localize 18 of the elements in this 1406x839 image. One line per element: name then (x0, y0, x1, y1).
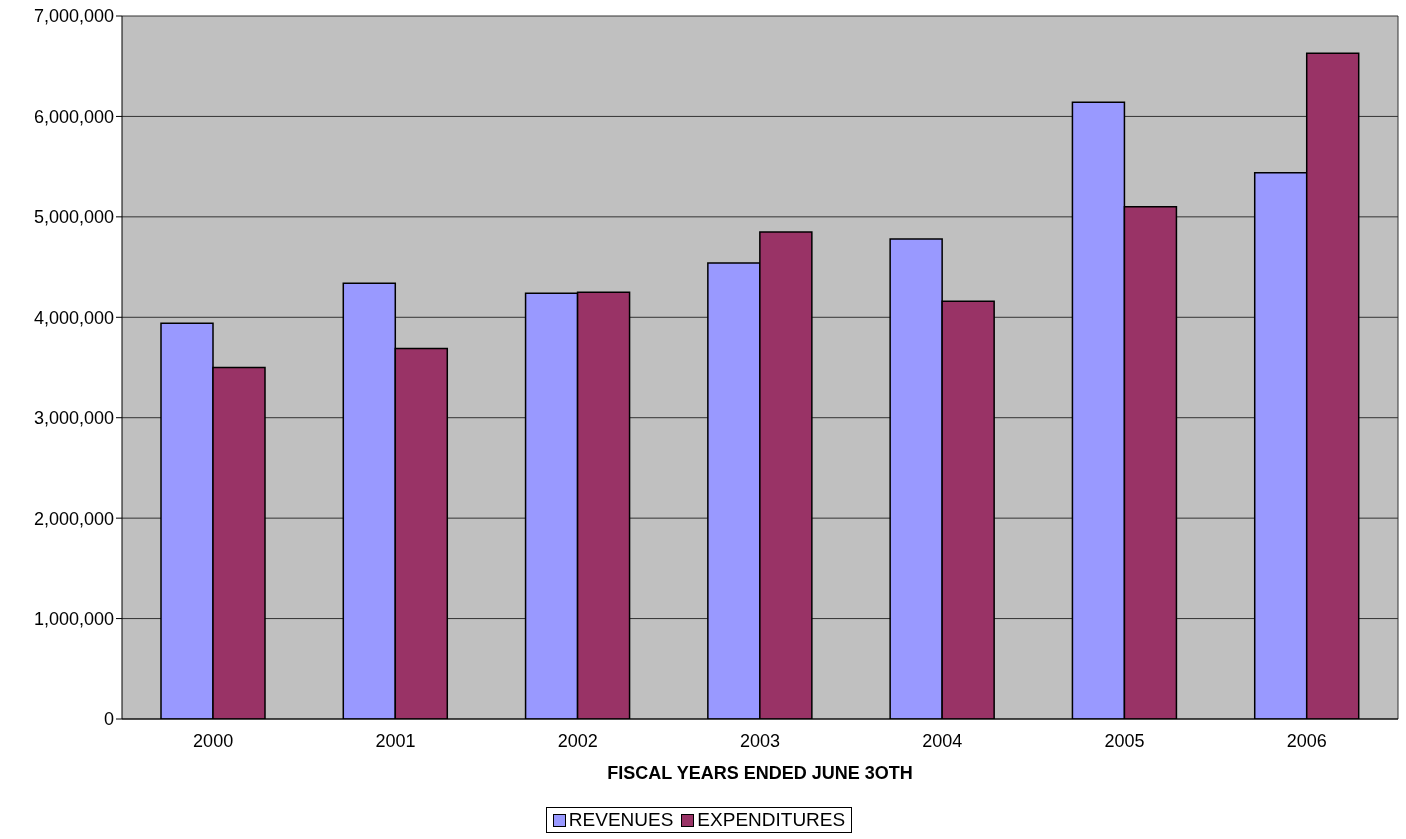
legend-label: EXPENDITURES (697, 809, 846, 831)
x-tick-label: 2004 (922, 730, 963, 751)
x-tick-label: 2006 (1286, 730, 1327, 751)
legend-label: REVENUES (568, 809, 674, 831)
x-tick-label: 2002 (557, 730, 598, 751)
y-tick-label: 1,000,000 (33, 608, 114, 629)
x-tick-label: 2001 (375, 730, 416, 751)
y-tick-label: 3,000,000 (33, 408, 114, 429)
y-tick-label: 4,000,000 (33, 307, 114, 328)
x-tick-label: 2005 (1104, 730, 1145, 751)
y-tick-label: 5,000,000 (33, 207, 114, 228)
x-axis-title: FISCAL YEARS ENDED JUNE 3OTH (607, 763, 913, 783)
y-tick-label: 2,000,000 (33, 508, 114, 529)
x-tick-label: 2000 (193, 730, 234, 751)
y-tick-label: 6,000,000 (33, 106, 114, 127)
x-tick-label: 2003 (739, 730, 781, 751)
y-tick-label: 0 (103, 709, 114, 730)
y-tick-label: 7,000,000 (33, 6, 114, 27)
